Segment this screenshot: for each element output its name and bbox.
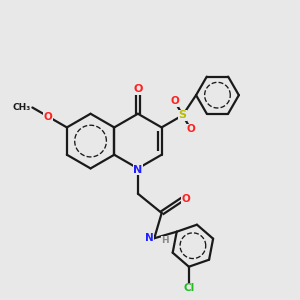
Text: N: N: [133, 165, 142, 175]
Text: O: O: [170, 96, 179, 106]
Text: Cl: Cl: [183, 284, 194, 293]
Text: S: S: [179, 110, 187, 120]
Text: N: N: [145, 233, 153, 243]
Text: H: H: [161, 236, 168, 245]
Text: O: O: [133, 84, 142, 94]
Text: O: O: [182, 194, 190, 204]
Text: O: O: [44, 112, 53, 122]
Text: O: O: [187, 124, 195, 134]
Text: CH₃: CH₃: [13, 103, 31, 112]
